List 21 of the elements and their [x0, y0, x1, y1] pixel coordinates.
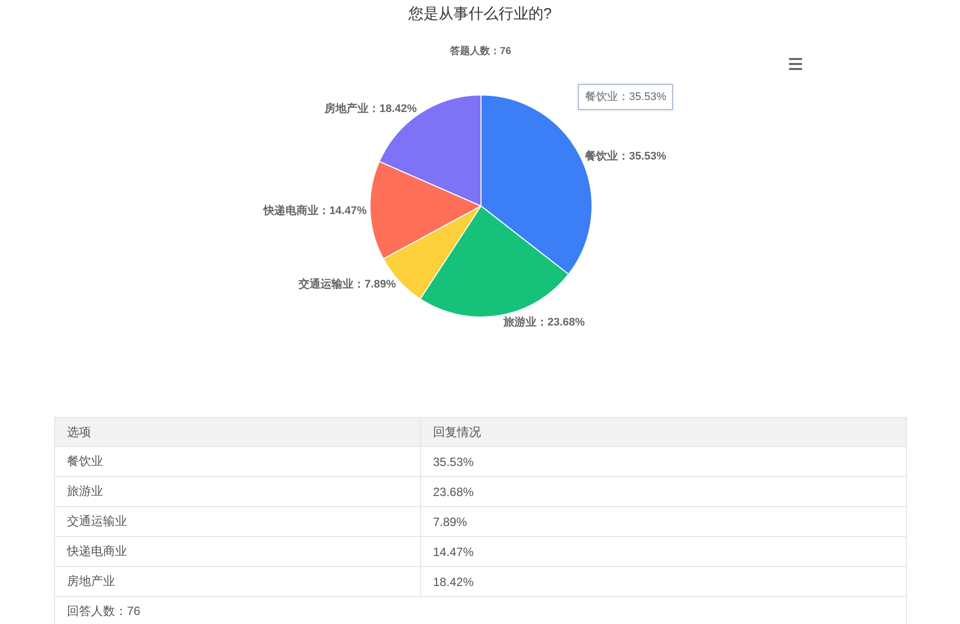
text: 18.42%: [433, 574, 474, 588]
category-label: 房地产业: [54, 566, 420, 596]
text: 回答人数：76: [54, 596, 906, 624]
category-label: 交通运输业: [54, 506, 420, 536]
slice-label: 交通运输业：7.89%: [298, 278, 396, 291]
text: 35.53%: [433, 454, 474, 468]
chart-subtitle: 答题人数：76: [449, 45, 512, 57]
slice-label: 快递电商业：14.47%: [262, 204, 367, 218]
slice-label: 旅游业：23.68%: [502, 315, 586, 328]
text: 14.47%: [433, 544, 474, 558]
text: 餐饮业：35.53%: [578, 84, 674, 110]
text: 选项: [54, 418, 420, 446]
slice-label: 餐饮业：35.53%: [584, 150, 667, 163]
category-label: 餐饮业: [54, 446, 420, 476]
category-label: 旅游业: [54, 476, 420, 506]
text: 回复情况: [420, 418, 906, 446]
text: 23.68%: [433, 484, 474, 498]
category-label: 快递电商业: [54, 536, 420, 566]
chart-title: 您是从事什么行业的?: [407, 5, 552, 22]
text: 7.89%: [433, 514, 468, 528]
slice-label: 房地产业：18.42%: [324, 102, 418, 116]
